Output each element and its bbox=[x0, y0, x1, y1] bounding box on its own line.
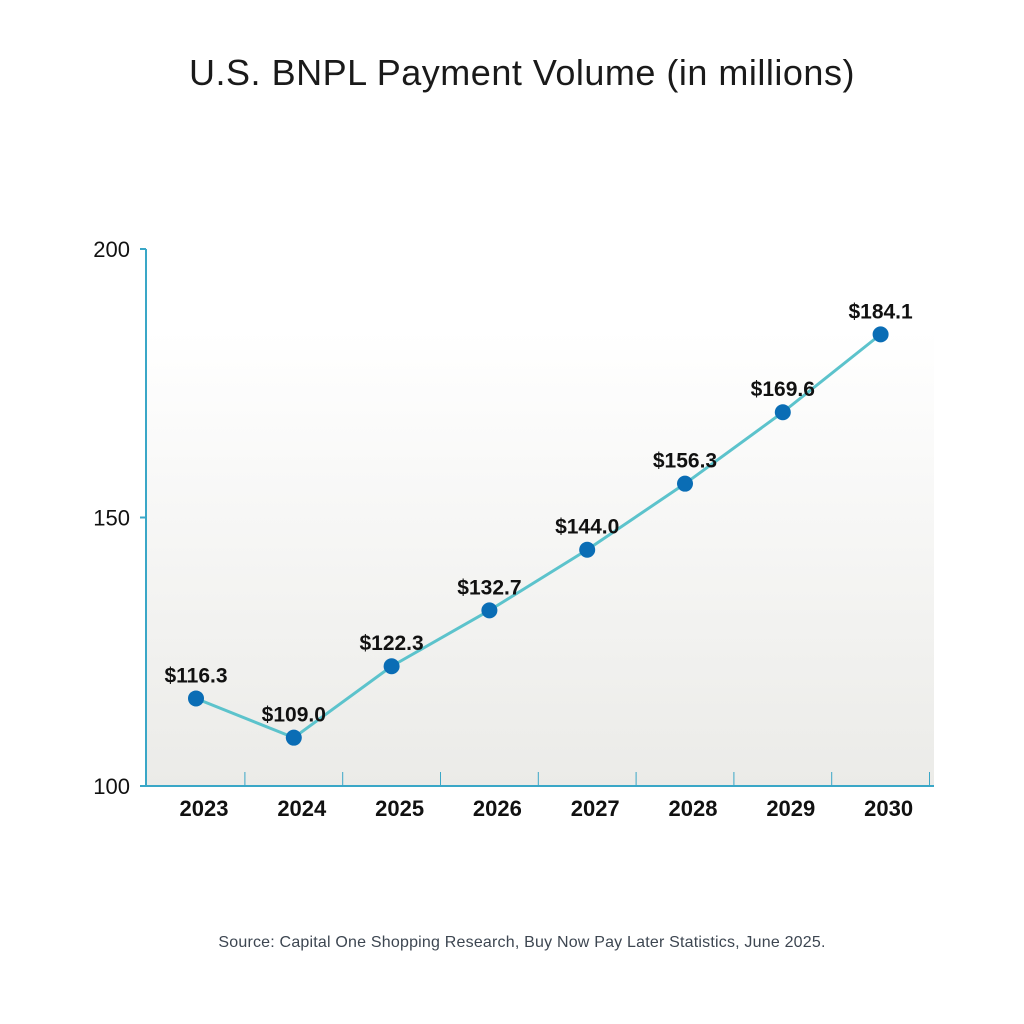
y-tick-labels: 100 150 200 bbox=[93, 237, 130, 799]
data-point-2023 bbox=[188, 690, 204, 707]
y-tick-label: 200 bbox=[93, 237, 130, 262]
data-point-2029 bbox=[774, 404, 791, 421]
x-tick-label-2027: 2027 bbox=[571, 796, 620, 821]
axes bbox=[140, 248, 934, 787]
y-tick-label: 100 bbox=[93, 774, 130, 799]
y-tick-label: 150 bbox=[93, 506, 130, 531]
x-tick-labels: 2023 2024 2025 2026 2027 2028 2029 2030 bbox=[180, 796, 914, 821]
data-label-2023: $116.3 bbox=[164, 664, 227, 687]
series-line bbox=[195, 333, 882, 740]
data-point-2027 bbox=[579, 541, 596, 558]
data-point-2024 bbox=[285, 729, 302, 746]
data-label-2025: $122.3 bbox=[359, 632, 423, 655]
x-tick-label-2030: 2030 bbox=[864, 796, 913, 821]
x-tick-label-2023: 2023 bbox=[180, 796, 229, 821]
data-label-2030: $184.1 bbox=[848, 300, 913, 323]
data-point-2025 bbox=[383, 658, 400, 675]
x-tick-label-2029: 2029 bbox=[766, 796, 815, 821]
data-label-2026: $132.7 bbox=[457, 576, 521, 599]
data-point-2030 bbox=[872, 326, 889, 343]
data-point-2026 bbox=[481, 602, 498, 619]
data-point-2028 bbox=[677, 475, 693, 492]
data-label-2028: $156.3 bbox=[653, 450, 717, 473]
data-label-2027: $144.0 bbox=[555, 516, 619, 539]
data-labels: $116.3 $109.0 $122.3 $132.7 $144.0 $156.3 $169… bbox=[164, 300, 913, 726]
x-tick-label-2025: 2025 bbox=[375, 796, 424, 821]
data-label-2024: $109.0 bbox=[262, 704, 326, 727]
data-label-2029: $169.6 bbox=[751, 378, 815, 401]
x-tick-label-2028: 2028 bbox=[669, 796, 718, 821]
x-tick-label-2026: 2026 bbox=[473, 796, 522, 821]
x-tick-label-2024: 2024 bbox=[277, 796, 327, 821]
data-points bbox=[188, 326, 889, 746]
plot-area-background bbox=[146, 330, 934, 786]
source-note: Source: Capital One Shopping Research, B… bbox=[218, 934, 826, 951]
chart-title: U.S. BNPL Payment Volume (in millions) bbox=[189, 52, 855, 93]
